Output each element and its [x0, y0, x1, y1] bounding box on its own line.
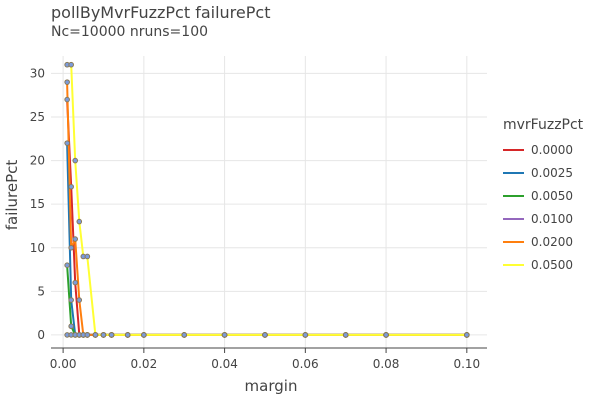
data-point	[72, 279, 79, 286]
legend-entry: 0.0200	[531, 235, 573, 249]
data-point	[76, 297, 83, 303]
legend-entry: 0.0050	[531, 189, 573, 203]
series-line-0.0025	[66, 143, 467, 336]
data-point	[342, 332, 349, 338]
data-point	[64, 262, 70, 268]
legend-entry: 0.0500	[531, 258, 573, 272]
data-point	[68, 183, 74, 190]
y-tick-label: 30	[30, 66, 45, 80]
data-point	[64, 96, 70, 103]
data-point	[92, 332, 99, 338]
data-point	[302, 332, 309, 338]
data-points	[64, 61, 470, 338]
data-point	[76, 218, 83, 225]
data-point	[464, 332, 470, 338]
x-tick-label: 0.02	[130, 357, 157, 371]
data-point	[262, 332, 268, 338]
x-tick-label: 0.08	[373, 357, 400, 371]
chart-title: pollByMvrFuzzPct failurePct	[51, 3, 270, 22]
data-point	[181, 332, 188, 338]
y-tick-label: 0	[37, 328, 45, 342]
series-line-0.0000	[66, 99, 467, 336]
data-point	[84, 332, 91, 338]
data-point	[72, 157, 79, 164]
data-point	[72, 236, 79, 242]
legend-entry: 0.0000	[531, 143, 573, 157]
data-point	[68, 323, 74, 330]
grid	[51, 56, 487, 348]
x-tick-label: 0.04	[211, 357, 238, 371]
y-tick-label: 25	[30, 110, 45, 124]
series-line-0.0050	[66, 265, 467, 336]
legend: mvrFuzzPct 0.0000 0.0025 0.0050 0.0100 0.020…	[503, 117, 584, 272]
y-axis-label: failurePct	[3, 160, 21, 231]
legend-entry: 0.0100	[531, 212, 573, 226]
series-line-0.0200	[66, 82, 467, 336]
x-tick-label: 0.10	[453, 357, 480, 371]
data-point	[64, 79, 70, 85]
y-tick-label: 5	[37, 284, 45, 298]
data-point	[383, 332, 389, 338]
legend-title: mvrFuzzPct	[503, 117, 584, 133]
data-point	[64, 140, 70, 146]
y-tick-label: 10	[30, 241, 45, 255]
data-point	[108, 332, 115, 338]
series-line-0.0500	[67, 63, 467, 336]
x-axis-label: margin	[245, 377, 298, 395]
x-tick-label: 0.06	[292, 357, 319, 371]
chart-subtitle: Nc=10000 nruns=100	[51, 24, 208, 40]
data-point	[68, 244, 74, 251]
data-point	[141, 332, 147, 338]
data-point	[100, 332, 107, 338]
data-point	[221, 332, 228, 338]
axes: 0 5 10 15 20 25 30 0.00 0.02 0.04 0.06 0.08 0.10	[30, 66, 487, 371]
data-point	[68, 297, 74, 303]
data-point	[124, 332, 131, 338]
y-tick-label: 15	[30, 197, 45, 211]
x-tick-label: 0.00	[50, 357, 77, 371]
legend-entry: 0.0025	[531, 166, 573, 180]
data-point	[84, 253, 91, 260]
series-lines	[66, 63, 467, 336]
data-point	[68, 61, 74, 68]
y-tick-label: 20	[30, 154, 45, 168]
